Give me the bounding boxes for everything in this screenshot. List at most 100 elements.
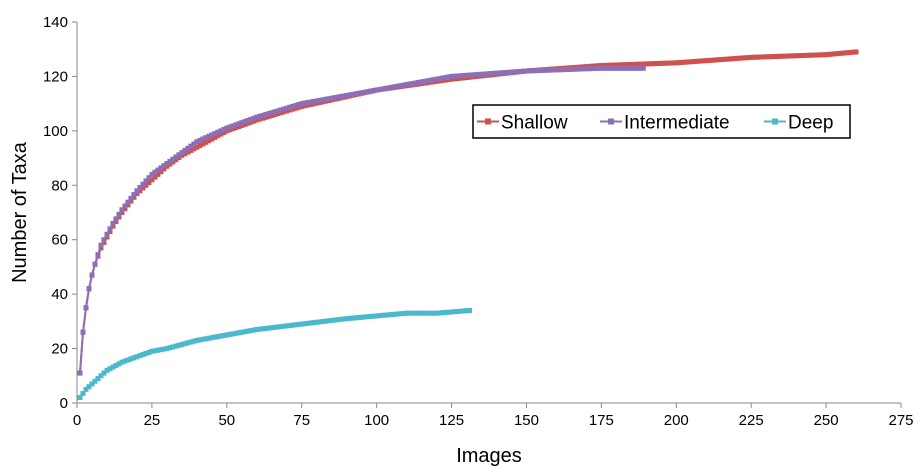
data-point [449, 73, 455, 79]
data-point [667, 60, 673, 66]
data-point [616, 65, 622, 71]
data-point [242, 121, 248, 127]
data-point [437, 310, 443, 316]
data-point [323, 96, 329, 102]
data-point [583, 66, 589, 72]
data-point [532, 68, 538, 74]
data-point [122, 358, 128, 364]
data-point [359, 314, 365, 320]
data-point [248, 119, 254, 125]
data-point [77, 370, 83, 376]
data-point [712, 57, 718, 63]
data-point [338, 316, 344, 322]
x-tick-label: 25 [144, 412, 161, 429]
data-point [410, 81, 416, 87]
data-point [754, 54, 760, 60]
data-point [197, 137, 203, 143]
data-point [254, 117, 260, 123]
data-point [479, 71, 485, 77]
data-point [446, 309, 452, 315]
data-point [170, 344, 176, 350]
data-point [637, 65, 643, 71]
data-point [763, 54, 769, 60]
data-point [769, 54, 775, 60]
data-point [203, 139, 209, 145]
data-point [341, 316, 347, 322]
data-point [206, 138, 212, 144]
data-point [565, 66, 571, 72]
data-point [272, 324, 278, 330]
data-point [419, 79, 425, 85]
data-point [413, 310, 419, 316]
data-point [164, 346, 170, 352]
data-point [86, 286, 92, 292]
data-point [595, 63, 601, 69]
data-point [715, 57, 721, 63]
data-point [296, 321, 302, 327]
legend-swatch-marker [485, 118, 491, 125]
data-point [607, 65, 613, 71]
data-point [182, 147, 188, 153]
data-point [290, 106, 296, 112]
data-point [613, 65, 619, 71]
data-point [116, 214, 122, 220]
data-point [814, 52, 820, 58]
data-point [137, 353, 143, 359]
data-point [143, 182, 149, 188]
data-point [287, 104, 293, 110]
data-point [179, 341, 185, 347]
data-point [380, 312, 386, 318]
x-axis-label: Images [456, 445, 522, 467]
data-point [646, 61, 652, 67]
data-point [401, 82, 407, 88]
data-point [95, 252, 101, 258]
data-point [314, 319, 320, 325]
x-tick-label: 200 [664, 412, 689, 429]
data-point [224, 125, 230, 131]
data-point [592, 63, 598, 69]
x-tick-label: 275 [888, 412, 913, 429]
data-point [634, 61, 640, 67]
data-point [356, 315, 362, 321]
data-point [218, 128, 224, 134]
data-point [823, 52, 829, 58]
data-point [592, 65, 598, 71]
data-point [422, 78, 428, 84]
y-tick-label: 40 [51, 286, 68, 303]
data-point [221, 129, 227, 135]
data-point [604, 62, 610, 68]
data-point [335, 317, 341, 323]
data-point [353, 91, 359, 97]
data-point [260, 115, 266, 121]
data-point [386, 312, 392, 318]
data-point [104, 234, 110, 240]
data-point [775, 53, 781, 59]
data-point [511, 69, 517, 75]
data-point [389, 84, 395, 90]
data-point [263, 112, 269, 118]
data-point [371, 88, 377, 94]
data-point [152, 174, 158, 180]
legend-swatch-marker [772, 118, 778, 125]
data-point [302, 100, 308, 106]
data-point [212, 131, 218, 137]
data-point [826, 51, 832, 57]
data-point [326, 318, 332, 324]
data-point [455, 75, 461, 81]
data-point [556, 67, 562, 73]
data-point [320, 319, 326, 325]
data-point [517, 68, 523, 74]
data-point [401, 310, 407, 316]
data-point [467, 307, 473, 313]
data-point [119, 359, 125, 365]
legend-box [472, 104, 851, 139]
data-point [110, 220, 116, 226]
data-point [374, 313, 380, 319]
data-point [287, 107, 293, 113]
data-point [595, 65, 601, 71]
data-point [598, 65, 604, 71]
data-point [131, 192, 137, 198]
data-point [86, 384, 92, 390]
y-tick-label: 60 [51, 232, 68, 249]
data-point [296, 102, 302, 108]
